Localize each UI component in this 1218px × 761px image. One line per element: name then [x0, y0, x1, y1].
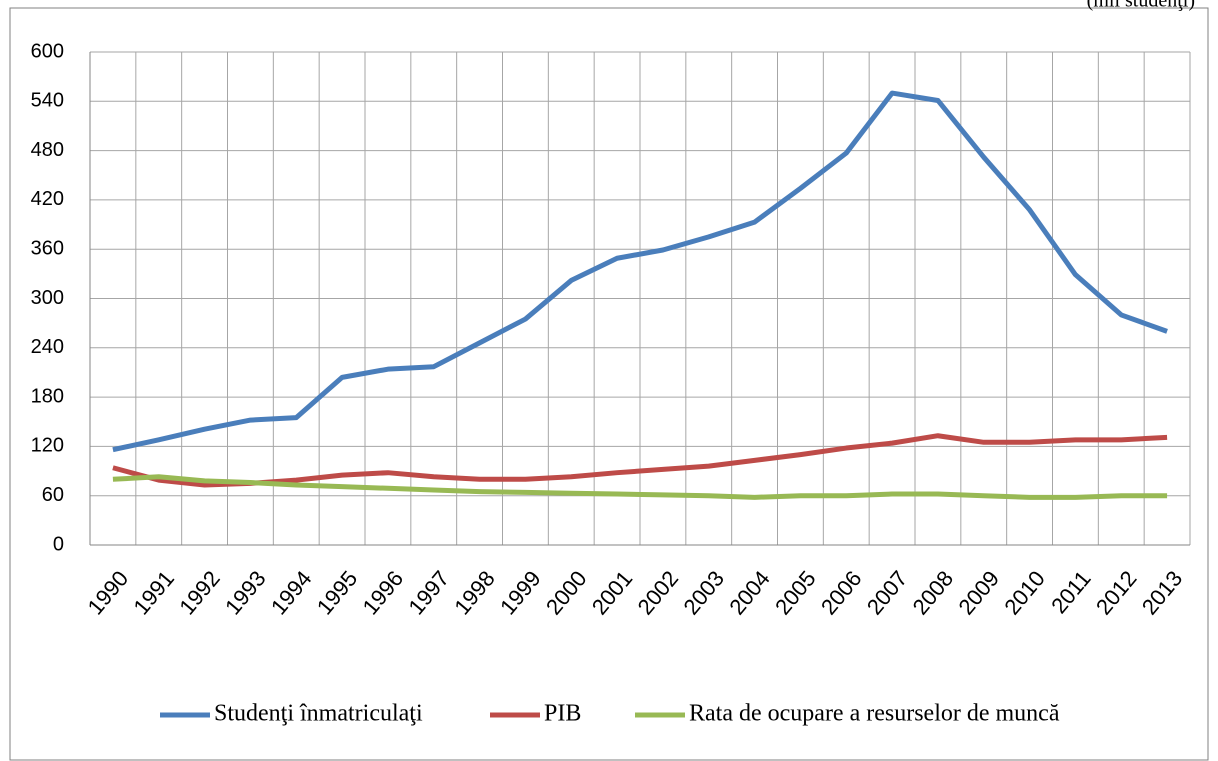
- x-tick-label: 1996: [358, 566, 409, 620]
- y-tick-label: 180: [31, 385, 64, 407]
- x-tick-label: 2012: [1091, 566, 1142, 620]
- x-tick-label: 2011: [1046, 566, 1096, 618]
- x-tick-label: 2000: [541, 566, 592, 620]
- y-tick-label: 0: [53, 533, 64, 555]
- x-tick-label: 1993: [220, 566, 271, 620]
- x-tick-label: 2013: [1137, 566, 1188, 620]
- x-tick-label: 2007: [862, 566, 913, 620]
- x-tick-label: 1997: [403, 566, 454, 620]
- x-tick-label: 1994: [266, 566, 317, 620]
- x-tick-label: 2001: [587, 566, 638, 620]
- x-tick-label: 2010: [999, 566, 1050, 620]
- y-tick-label: 420: [31, 188, 64, 210]
- x-tick-label: 2009: [953, 566, 1004, 620]
- unit-note: (mii studenţi): [1087, 0, 1195, 12]
- series-line: [112, 90, 1168, 453]
- x-tick-label: 2005: [770, 566, 821, 620]
- y-tick-label: 540: [31, 90, 64, 112]
- chart-border: [9, 7, 1209, 761]
- legend-label: PIB: [544, 701, 581, 727]
- x-tick-label: 1990: [83, 566, 134, 620]
- x-tick-label: 2002: [633, 566, 684, 620]
- y-tick-label: 300: [31, 287, 64, 309]
- legend-label: Studenţi înmatriculaţi: [214, 701, 423, 727]
- series-line: [112, 474, 1168, 500]
- x-tick-label: 2003: [678, 566, 729, 620]
- x-tick-label: 2006: [816, 566, 867, 620]
- series-line: [112, 433, 1168, 488]
- y-tick-label: 60: [42, 484, 64, 506]
- y-tick-label: 240: [31, 336, 64, 358]
- x-tick-label: 1995: [312, 566, 363, 620]
- x-tick-label: 1992: [174, 566, 225, 620]
- x-tick-label: 1991: [128, 566, 179, 620]
- x-tick-label: 2008: [908, 566, 959, 620]
- y-tick-label: 120: [31, 435, 64, 457]
- x-tick-label: 1999: [495, 566, 546, 620]
- x-tick-label: 2004: [724, 566, 775, 620]
- y-tick-label: 480: [31, 139, 64, 161]
- x-tick-label: 1998: [449, 566, 500, 620]
- y-tick-label: 360: [31, 237, 64, 259]
- legend-label: Rata de ocupare a resurselor de muncă: [689, 701, 1060, 727]
- y-tick-label: 600: [31, 40, 64, 62]
